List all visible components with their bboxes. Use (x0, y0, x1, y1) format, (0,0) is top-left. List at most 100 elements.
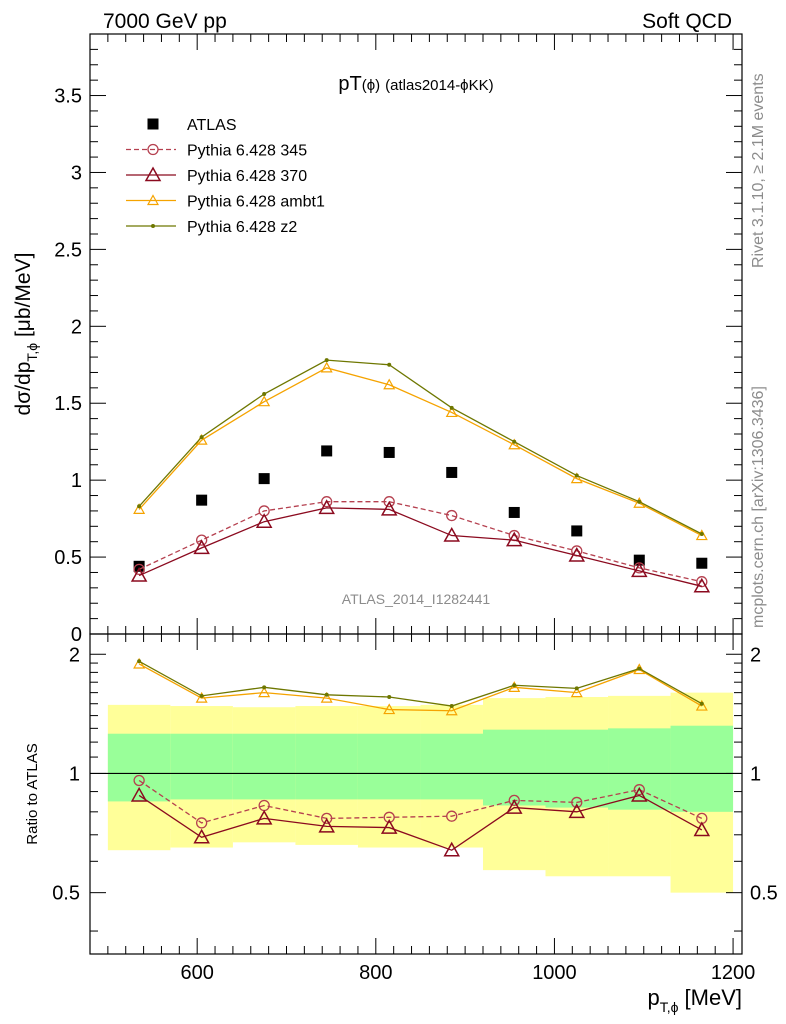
main-pythia-6-428-z2-point (512, 439, 517, 444)
main-pythia-6-428-z2-point (262, 392, 267, 396)
ratio-pythia-6-428-345-point (508, 794, 520, 807)
ratio-band-inner (420, 733, 483, 800)
ratio-pythia-6-428-345-point (571, 796, 583, 809)
main-panel: 0 0.5 1 1.5 2 2.5 3 3.5 pT(ϕ) (atlas2014-ϕKK) dσ… (12, 33, 743, 646)
main-atlas-point (633, 554, 645, 566)
main-pythia-6-428-345-line (138, 501, 702, 583)
ratio-pythia-6-428-z2-point (637, 666, 642, 671)
main-pythia-6-428-370-point (318, 499, 335, 515)
legend-pythia-6-428-345-marker (147, 143, 159, 156)
ratio-band-inner (482, 729, 546, 806)
main-pythia-6-428-ambt1-point (508, 438, 521, 450)
ratio-pythia-6-428-370-point (130, 786, 148, 802)
ratio-pythia-6-428-ambt1-point (258, 686, 271, 698)
ratio-pythia-6-428-z2-point (324, 692, 329, 697)
main-pythia-6-428-ambt1-point (695, 529, 708, 541)
main-pythia-6-428-ambt1-line (138, 367, 703, 537)
ratio-pythia-6-428-ambt1-point (320, 691, 333, 703)
main-pythia-6-428-z2-point (574, 473, 579, 478)
ratio-band-inner (357, 733, 421, 800)
main-pythia-6-428-ambt1-point (258, 395, 271, 407)
ratio-pythia-6-428-370-point (380, 819, 398, 834)
ratio-pythia-6-428-z2-point (199, 693, 204, 698)
ratio-pythia-6-428-345-point (633, 784, 645, 796)
main-pythia-6-428-345-point (321, 496, 333, 508)
ratio-band-inner (545, 729, 609, 808)
main-pythia-6-428-z2-point (137, 504, 142, 509)
main-atlas-point (383, 446, 395, 458)
main-y-axis-label: dσ/dpT,ϕ [μb/MeV] (12, 253, 40, 416)
main-atlas-point (508, 506, 520, 518)
ratio-pythia-6-428-z2-point (137, 659, 142, 664)
ratio-pythia-6-428-370-point (318, 817, 335, 833)
ratio-pythia-6-428-345-point (321, 812, 333, 825)
x-axis-label: pT,ϕ [MeV] (647, 985, 742, 1015)
ratio-pythia-6-428-ambt1-point (695, 699, 708, 711)
main-y-tick-label: 2.5 (54, 239, 82, 261)
main-atlas-point (133, 560, 145, 572)
x-tick-label: 1000 (532, 962, 577, 984)
ratio-pythia-6-428-ambt1-point (508, 681, 521, 692)
ratio-y-axis-label: Ratio to ATLAS (24, 743, 41, 844)
ratio-pythia-6-428-ambt1-point (133, 657, 146, 669)
ratio-pythia-6-428-z2-point (387, 694, 392, 699)
ratio-pythia-6-428-ambt1-point (195, 691, 208, 703)
ratio-pythia-6-428-370-point (193, 828, 210, 844)
legend-pythia-6-428-345-label: Pythia 6.428 345 (187, 143, 307, 160)
header-left: 7000 GeV pp (103, 10, 227, 33)
ratio-uncertainty-bands (107, 692, 734, 893)
legend-pythia-6-428-ambt1-label: Pythia 6.428 ambt1 (187, 194, 325, 211)
main-pythia-6-428-z2-point (324, 358, 329, 363)
ratio-pythia-6-428-z2-point (699, 701, 704, 706)
main-atlas-point (196, 494, 208, 506)
legend-pythia-6-428-370-marker (144, 166, 162, 182)
main-pythia-6-428-z2-point (199, 435, 204, 440)
legend: ATLAS Pythia 6.428 345 Pythia 6.428 370 Pyt… (126, 117, 325, 236)
ratio-band-inner (670, 725, 734, 812)
x-tick-label: 800 (359, 962, 392, 984)
ratio-pythia-6-428-370-point (693, 821, 711, 837)
ratio-panel: 0.5 0.5 1 1 2 2 600 800 1000 1200 Ratio to ATLAS… (24, 633, 778, 1015)
ratio-pythia-6-428-370-line (138, 794, 703, 851)
ratio-pythia-6-428-345-line (138, 779, 703, 824)
legend-pythia-6-428-370-label: Pythia 6.428 370 (187, 168, 307, 185)
ratio-pythia-6-428-z2-point (512, 683, 517, 688)
x-tick-label: 600 (180, 962, 213, 984)
main-pythia-6-428-345-point (383, 496, 395, 508)
legend-pythia-6-428-z2-marker (151, 224, 155, 228)
main-pythia-6-428-370-point (443, 527, 461, 542)
ratio-series-layer (130, 657, 711, 857)
ratio-band-inner (232, 733, 296, 800)
ratio-band-inner (107, 733, 171, 802)
ratio-y-ticks: 0.5 0.5 1 1 2 2 (52, 644, 778, 932)
mcplots-label: mcplots.cern.ch [arXiv:1306.3436] (750, 386, 767, 628)
main-pythia-6-428-z2-point (699, 532, 704, 536)
ratio-y-tick-label-left: 0.5 (52, 883, 80, 905)
main-pythia-6-428-z2-point (637, 499, 642, 504)
ratio-pythia-6-428-345-point (195, 817, 208, 829)
ratio-band-inner (608, 728, 671, 810)
main-pythia-6-428-370-point (505, 531, 523, 547)
main-atlas-point (696, 557, 708, 569)
ratio-pythia-6-428-345-point (446, 810, 458, 822)
main-y-tick-label: 0.5 (54, 547, 82, 569)
ratio-pythia-6-428-345-point (383, 811, 395, 823)
legend-atlas-marker (147, 118, 159, 130)
ratio-y-tick-label-left: 1 (69, 763, 80, 785)
main-pythia-6-428-ambt1-point (133, 503, 146, 514)
main-y-tick-label: 3.5 (54, 86, 82, 108)
ratio-y-tick-label-left: 2 (69, 644, 80, 666)
main-pythia-6-428-ambt1-point (383, 378, 396, 390)
main-pythia-6-428-370-point (568, 547, 586, 562)
main-y-tick-label: 3 (71, 162, 82, 184)
main-pythia-6-428-370-point (693, 577, 711, 593)
legend-pythia-6-428-ambt1-marker (146, 194, 160, 206)
watermark: ATLAS_2014_I1282441 (342, 591, 491, 607)
main-pythia-6-428-370-point (130, 567, 148, 582)
ratio-band-inner (170, 733, 233, 800)
ratio-pythia-6-428-370-point (568, 803, 586, 819)
ratio-pythia-6-428-z2-point (449, 704, 454, 709)
main-pythia-6-428-345-point (696, 576, 708, 588)
ratio-y-tick-label-right: 0.5 (750, 883, 778, 905)
ratio-x-ticks: 600 800 1000 1200 (107, 634, 755, 984)
